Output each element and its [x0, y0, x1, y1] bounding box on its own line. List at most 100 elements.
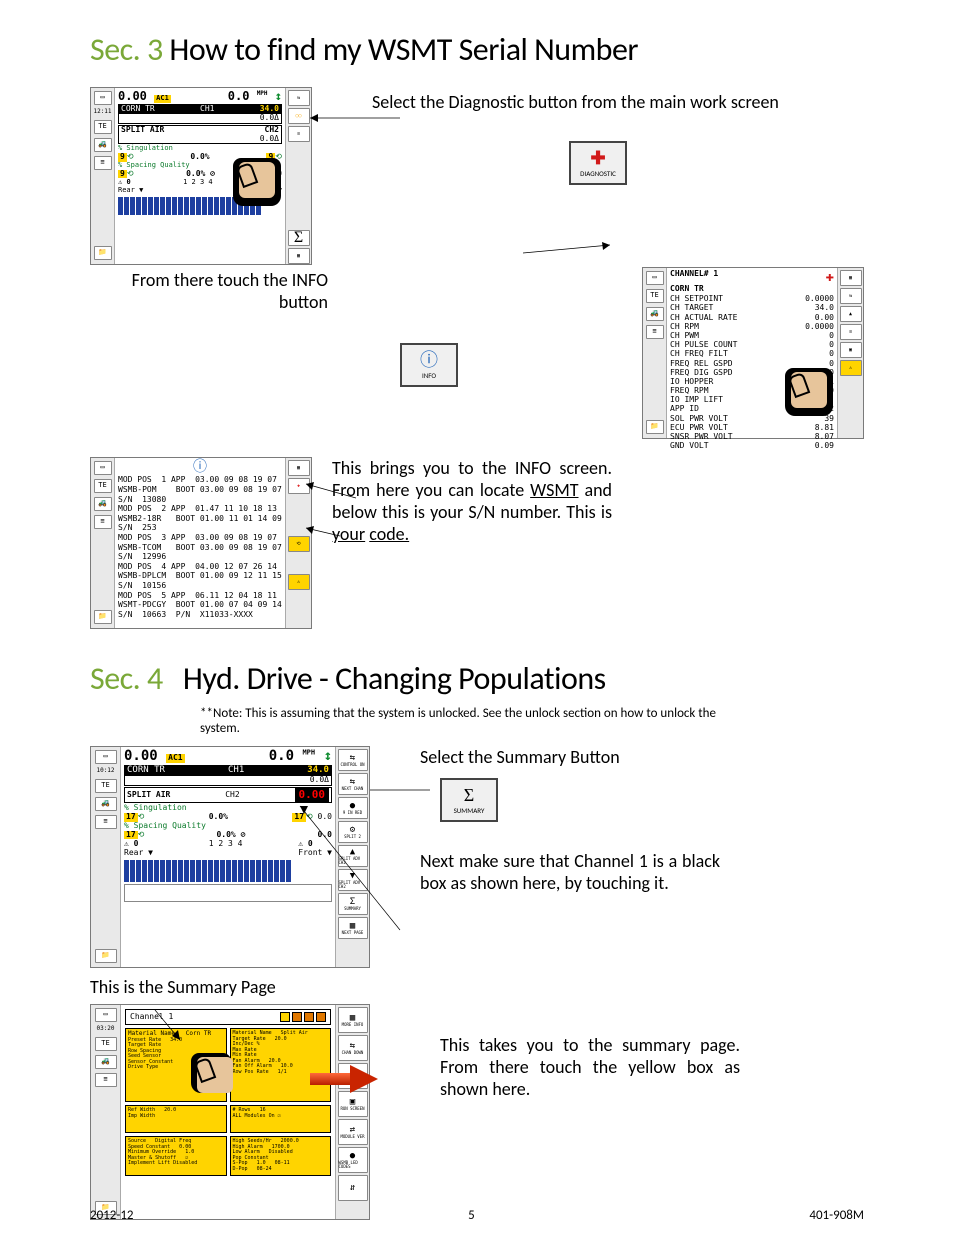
- info-label: INFO: [422, 371, 436, 380]
- sec3-step3: This brings you to the INFO screen. From…: [332, 457, 612, 545]
- work-screen-panel: ▭ 12:11 TE 🚜 ≡ 📁 ⇆ ○○ ≡ Σ ▦ 0.00 AC1 0.0…: [90, 87, 312, 265]
- right-btn[interactable]: ≡: [840, 324, 862, 340]
- screen-icon[interactable]: ▭: [646, 271, 664, 285]
- right-btn[interactable]: ▦MORE INFO: [338, 1007, 368, 1033]
- row-bars: [124, 860, 332, 882]
- right-btn[interactable]: ⇆NEXT CHAN: [338, 773, 368, 795]
- tractor-icon[interactable]: 🚜: [95, 1055, 117, 1069]
- right-btn[interactable]: ⟲: [288, 536, 310, 552]
- plus-icon: ✚: [590, 149, 605, 167]
- te-icon[interactable]: TE: [94, 120, 112, 134]
- right-btn[interactable]: ⚠: [840, 360, 862, 376]
- hand-icon: [785, 368, 833, 416]
- folder-icon[interactable]: 📁: [646, 420, 664, 434]
- panelD-rightbar: ⇆CONTROL ON⇆NEXT CHAN●9 IN RED⚙SPLIT 2▲S…: [335, 747, 369, 967]
- yellow-box-bl[interactable]: Ref Width 20.0Imp Width: [125, 1105, 227, 1133]
- right-btn[interactable]: ●9 IN RED: [338, 797, 368, 819]
- te-icon[interactable]: TE: [646, 289, 664, 303]
- info-row: SNSR PWR VOLT8.07: [670, 432, 834, 441]
- bin-icon[interactable]: ≡: [95, 815, 117, 829]
- yellow-box[interactable]: High Seeds/Hr 2000.0High Alarm 1700.0Low…: [230, 1136, 332, 1176]
- right-btn[interactable]: ⇆CONTROL ON: [338, 749, 368, 771]
- info-row: GND VOLT0.09: [670, 441, 834, 450]
- info-row: CH ACTUAL RATE0.00: [670, 313, 834, 322]
- info-row: CH TARGET34.0: [670, 303, 834, 312]
- right-btn[interactable]: ⇆: [840, 288, 862, 304]
- panelB-leftbar: ▭ TE 🚜 ≡ 📁: [643, 268, 667, 438]
- right-btn[interactable]: ▦: [288, 460, 310, 476]
- right-btn-4[interactable]: Σ: [288, 230, 310, 246]
- yellow-box-br[interactable]: # Rows 16ALL Modules On ☑: [230, 1105, 332, 1133]
- info-button[interactable]: ⓘ INFO: [400, 343, 458, 387]
- channel-info-panel: ▭ TE 🚜 ≡ 📁 ▦ ⇆ ▲ ≡ ▣ ⚠ CHANNEL# 1 ✚ CORN…: [642, 267, 864, 439]
- right-btn-3[interactable]: ≡: [288, 126, 310, 142]
- info-icon: ⓘ: [420, 351, 438, 369]
- right-btn-1[interactable]: ⇆: [288, 90, 310, 106]
- work-screen-panel-2: ▭ 10:12 TE 🚜 ≡ 📁 ⇆CONTROL ON⇆NEXT CHAN●9…: [90, 746, 370, 968]
- right-btn[interactable]: ▣: [840, 342, 862, 358]
- tractor-icon[interactable]: 🚜: [94, 138, 112, 152]
- right-btn[interactable]: ⇄MODULE VER: [338, 1119, 368, 1145]
- right-btn[interactable]: ●WSMB LED CODES: [338, 1147, 368, 1173]
- right-btn[interactable]: ΣSUMMARY: [338, 893, 368, 915]
- diagnostic-label: DIAGNOSTIC: [580, 169, 616, 178]
- hand-icon: [233, 158, 281, 206]
- screen-icon[interactable]: ▭: [95, 750, 117, 764]
- right-btn[interactable]: ▣RUN SCREEN: [338, 1091, 368, 1117]
- folder-icon[interactable]: 📁: [94, 610, 112, 624]
- yellow-box[interactable]: Source Digital FreqSpeed Constant 0.00Mi…: [125, 1136, 227, 1176]
- right-btn-2[interactable]: ○○: [288, 108, 310, 124]
- sec4-heading: Sec. 4 Hyd. Drive - Changing Populations: [90, 659, 864, 698]
- right-btn[interactable]: ⚠: [288, 574, 310, 590]
- right-btn[interactable]: ▲: [840, 306, 862, 322]
- right-btn[interactable]: ⇵: [338, 1175, 368, 1201]
- tractor-icon[interactable]: 🚜: [94, 497, 112, 511]
- right-btn[interactable]: ▦: [840, 270, 862, 286]
- footer-right: 401-908M: [809, 1208, 864, 1223]
- panelC-content: ⓘ MOD POS 1 APP 03.00 09 08 19 07 WSMB-P…: [115, 458, 285, 628]
- te-icon[interactable]: TE: [95, 779, 117, 793]
- info-icon: ⓘ: [118, 460, 282, 475]
- panelD-leftbar: ▭ 10:12 TE 🚜 ≡ 📁: [91, 747, 121, 967]
- sec3-title: How to find my WSMT Serial Number: [169, 30, 638, 69]
- panelA-leftbar: ▭ 12:11 TE 🚜 ≡ 📁: [91, 88, 115, 264]
- sec4-prefix: Sec. 4: [90, 659, 163, 698]
- right-btn[interactable]: ▲SPLIT ADV CH2: [338, 845, 368, 867]
- right-btn[interactable]: ⚙SPLIT 2: [338, 821, 368, 843]
- summary-label: SUMMARY: [454, 806, 485, 815]
- sec3-step2: From there touch the INFO button: [90, 269, 328, 313]
- hand-icon: [191, 1053, 231, 1093]
- info-row: CH SETPOINT0.0000: [670, 294, 834, 303]
- folder-icon[interactable]: 📁: [95, 949, 117, 963]
- sec3-step1: Select the Diagnostic button from the ma…: [372, 91, 864, 113]
- screen-icon[interactable]: ▭: [94, 91, 112, 105]
- te-icon[interactable]: TE: [95, 1037, 117, 1051]
- bin-icon[interactable]: ≡: [94, 156, 112, 170]
- tractor-icon[interactable]: 🚜: [646, 307, 664, 321]
- screen-icon[interactable]: ▭: [94, 461, 112, 475]
- right-btn-5[interactable]: ▦: [288, 248, 310, 264]
- diagnostic-button[interactable]: ✚ DIAGNOSTIC: [569, 141, 627, 185]
- bin-icon[interactable]: ≡: [94, 515, 112, 529]
- sec4-step2: Next make sure that Channel 1 is a black…: [420, 850, 720, 894]
- info-screen-panel: ▭ TE 🚜 ≡ 📁 ▦ ✚ ⟲ ⚠ ⓘ MOD POS 1 APP 03.00…: [90, 457, 312, 629]
- footer-center: 5: [468, 1208, 475, 1223]
- folder-icon[interactable]: 📁: [94, 246, 112, 260]
- bin-icon[interactable]: ≡: [646, 325, 664, 339]
- summary-button[interactable]: Σ SUMMARY: [440, 778, 498, 822]
- right-btn[interactable]: ▼SPLIT ADV CH2: [338, 869, 368, 891]
- panelE-rightbar: ▦MORE INFO⇆CHAN DOWN⚙SPEED SET▣RUN SCREE…: [335, 1005, 369, 1219]
- panelD-content: 0.00 AC1 0.0 MPH ↕ CORN TRCH134.0 0.0Δ S…: [121, 747, 335, 967]
- info-row: FREQ REL GSPD0: [670, 359, 834, 368]
- te-icon[interactable]: TE: [94, 479, 112, 493]
- panelC-leftbar: ▭ TE 🚜 ≡ 📁: [91, 458, 115, 628]
- page-footer: 2012-12 5 401-908M: [90, 1208, 864, 1223]
- right-btn[interactable]: ✚: [288, 478, 310, 494]
- screen-icon[interactable]: ▭: [95, 1008, 117, 1022]
- info-row: CH FREQ FILT0: [670, 349, 834, 358]
- right-btn[interactable]: ⇆CHAN DOWN: [338, 1035, 368, 1061]
- right-btn[interactable]: ▦NEXT PAGE: [338, 917, 368, 939]
- tractor-icon[interactable]: 🚜: [95, 797, 117, 811]
- bin-icon[interactable]: ≡: [95, 1073, 117, 1087]
- footer-left: 2012-12: [90, 1208, 134, 1223]
